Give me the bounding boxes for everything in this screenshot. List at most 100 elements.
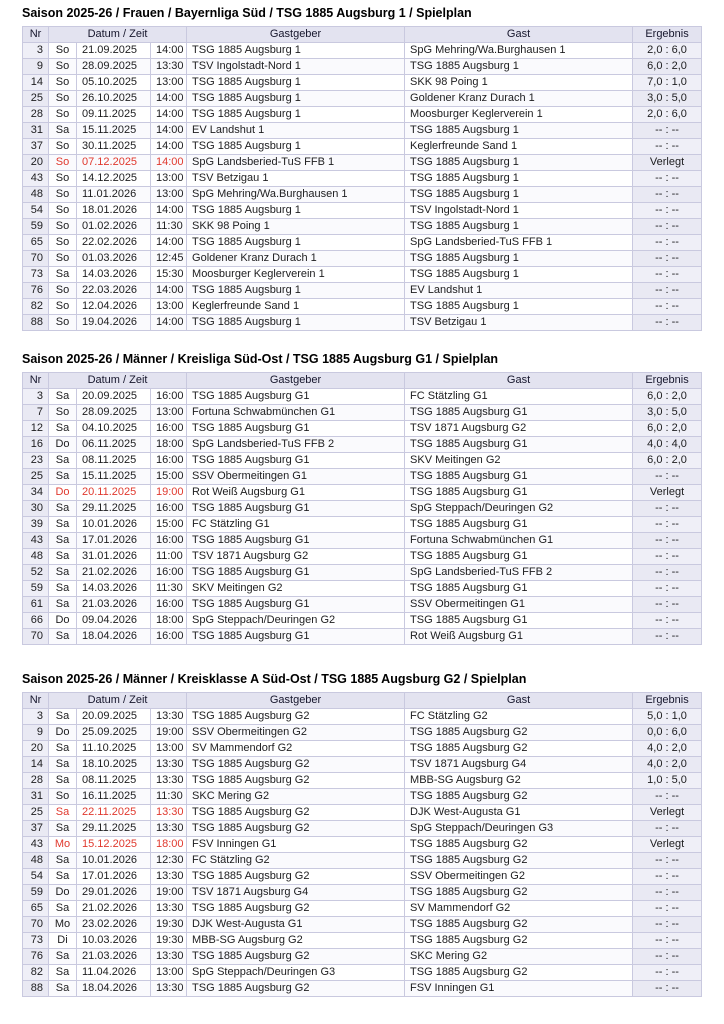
cell-result: -- : --	[632, 532, 703, 549]
cell-date: 18.01.2026	[76, 202, 151, 219]
match-row: 25 Sa 15.11.2025 15:00 SSV Obermeitingen G1 T…	[22, 468, 703, 485]
match-row: 14 So 05.10.2025 13:00 TSG 1885 Augsburg 1 SK…	[22, 74, 703, 91]
cell-guest: TSG 1885 Augsburg G2	[404, 884, 634, 901]
cell-result: 6,0 : 2,0	[632, 388, 703, 405]
cell-home: SpG Steppach/Deuringen G3	[186, 964, 406, 981]
cell-time: 16:00	[149, 452, 188, 469]
cell-date: 10.01.2026	[76, 852, 151, 869]
cell-nr: 54	[22, 202, 49, 219]
cell-home: TSG 1885 Augsburg 1	[186, 42, 406, 59]
match-row: 28 So 09.11.2025 14:00 TSG 1885 Augsburg 1 Mo…	[22, 106, 703, 123]
cell-guest: TSG 1885 Augsburg G1	[404, 516, 634, 533]
cell-time: 14:00	[149, 106, 188, 123]
cell-nr: 9	[22, 724, 49, 741]
cell-time: 13:00	[149, 964, 188, 981]
cell-time: 11:00	[149, 548, 188, 565]
cell-day: So	[48, 218, 77, 235]
cell-time: 14:00	[149, 282, 188, 299]
cell-time: 14:00	[149, 234, 188, 251]
cell-nr: 88	[22, 314, 49, 331]
cell-day: Sa	[48, 580, 77, 597]
cell-home: FC Stätzling G2	[186, 852, 406, 869]
cell-nr: 66	[22, 612, 49, 629]
cell-home: TSG 1885 Augsburg 1	[186, 234, 406, 251]
match-row: 43 Mo 15.12.2025 18:00 FSV Inningen G1 TSG 18…	[22, 836, 703, 853]
match-row: 48 Sa 31.01.2026 11:00 TSV 1871 Augsburg G2 T…	[22, 548, 703, 565]
cell-result: 7,0 : 1,0	[632, 74, 703, 91]
schedule-title: Saison 2025-26 / Frauen / Bayernliga Süd…	[22, 6, 472, 20]
cell-guest: TSG 1885 Augsburg G2	[404, 932, 634, 949]
cell-day: Sa	[48, 820, 77, 837]
cell-date: 28.09.2025	[76, 58, 151, 75]
cell-time: 14:00	[149, 42, 188, 59]
cell-guest: TSG 1885 Augsburg 1	[404, 266, 634, 283]
cell-result: -- : --	[632, 916, 703, 933]
cell-day: Do	[48, 436, 77, 453]
cell-result: -- : --	[632, 516, 703, 533]
match-row: 54 Sa 17.01.2026 13:30 TSG 1885 Augsburg G2 S…	[22, 868, 703, 885]
cell-result: 4,0 : 2,0	[632, 756, 703, 773]
cell-result: -- : --	[632, 250, 703, 267]
cell-day: So	[48, 170, 77, 187]
cell-guest: TSG 1885 Augsburg G2	[404, 852, 634, 869]
cell-home: TSG 1885 Augsburg G1	[186, 452, 406, 469]
cell-guest: Goldener Kranz Durach 1	[404, 90, 634, 107]
cell-day: Sa	[48, 964, 77, 981]
schedule-section-frauen-bayernliga: Saison 2025-26 / Frauen / Bayernliga Süd…	[22, 6, 703, 331]
cell-result: 3,0 : 5,0	[632, 90, 703, 107]
cell-date: 10.01.2026	[76, 516, 151, 533]
cell-guest: TSG 1885 Augsburg G1	[404, 404, 634, 421]
column-header-datum-zeit: Datum / Zeit	[47, 372, 188, 389]
cell-result: 6,0 : 2,0	[632, 452, 703, 469]
cell-home: TSG 1885 Augsburg 1	[186, 106, 406, 123]
cell-time: 18:00	[149, 436, 188, 453]
cell-nr: 59	[22, 884, 49, 901]
column-header-datum-zeit: Datum / Zeit	[47, 26, 188, 43]
cell-time: 13:30	[149, 868, 188, 885]
cell-date: 22.03.2026	[76, 282, 151, 299]
cell-guest: TSG 1885 Augsburg 1	[404, 154, 634, 171]
cell-day: Sa	[48, 468, 77, 485]
match-row: 65 Sa 21.02.2026 13:30 TSG 1885 Augsburg G2 S…	[22, 900, 703, 917]
cell-date: 28.09.2025	[76, 404, 151, 421]
cell-time: 13:30	[149, 980, 188, 997]
cell-guest: SpG Steppach/Deuringen G2	[404, 500, 634, 517]
column-header-gastgeber: Gastgeber	[186, 26, 406, 43]
cell-result: Verlegt	[632, 154, 703, 171]
cell-date: 18.04.2026	[76, 980, 151, 997]
cell-date: 25.09.2025	[76, 724, 151, 741]
cell-home: TSG 1885 Augsburg G2	[186, 772, 406, 789]
cell-guest: SSV Obermeitingen G1	[404, 596, 634, 613]
cell-nr: 3	[22, 708, 49, 725]
match-row: 39 Sa 10.01.2026 15:00 FC Stätzling G1 TSG 18…	[22, 516, 703, 533]
cell-date: 17.01.2026	[76, 532, 151, 549]
cell-day: Sa	[48, 852, 77, 869]
cell-home: TSG 1885 Augsburg G1	[186, 500, 406, 517]
cell-home: SKC Mering G2	[186, 788, 406, 805]
cell-home: TSG 1885 Augsburg G2	[186, 948, 406, 965]
cell-nr: 34	[22, 484, 49, 501]
cell-nr: 73	[22, 266, 49, 283]
cell-result: 0,0 : 6,0	[632, 724, 703, 741]
cell-time: 14:00	[149, 138, 188, 155]
cell-time: 13:00	[149, 186, 188, 203]
cell-result: -- : --	[632, 500, 703, 517]
cell-guest: TSG 1885 Augsburg G1	[404, 468, 634, 485]
cell-result: 6,0 : 2,0	[632, 58, 703, 75]
cell-home: TSG 1885 Augsburg G2	[186, 804, 406, 821]
match-row: 31 Sa 15.11.2025 14:00 EV Landshut 1 TSG 1885…	[22, 122, 703, 139]
cell-date: 07.12.2025	[76, 154, 151, 171]
schedule-table: Nr Datum / Zeit Gastgeber Gast Ergebnis …	[22, 26, 703, 331]
cell-time: 15:00	[149, 468, 188, 485]
match-row: 14 Sa 18.10.2025 13:30 TSG 1885 Augsburg G2 T…	[22, 756, 703, 773]
cell-home: TSG 1885 Augsburg G2	[186, 980, 406, 997]
column-header-datum-zeit: Datum / Zeit	[47, 692, 188, 709]
cell-home: TSG 1885 Augsburg G2	[186, 820, 406, 837]
cell-time: 16:00	[149, 388, 188, 405]
cell-result: -- : --	[632, 202, 703, 219]
cell-guest: SpG Mehring/Wa.Burghausen 1	[404, 42, 634, 59]
cell-day: Sa	[48, 804, 77, 821]
cell-home: DJK West-Augusta G1	[186, 916, 406, 933]
cell-home: TSG 1885 Augsburg 1	[186, 138, 406, 155]
